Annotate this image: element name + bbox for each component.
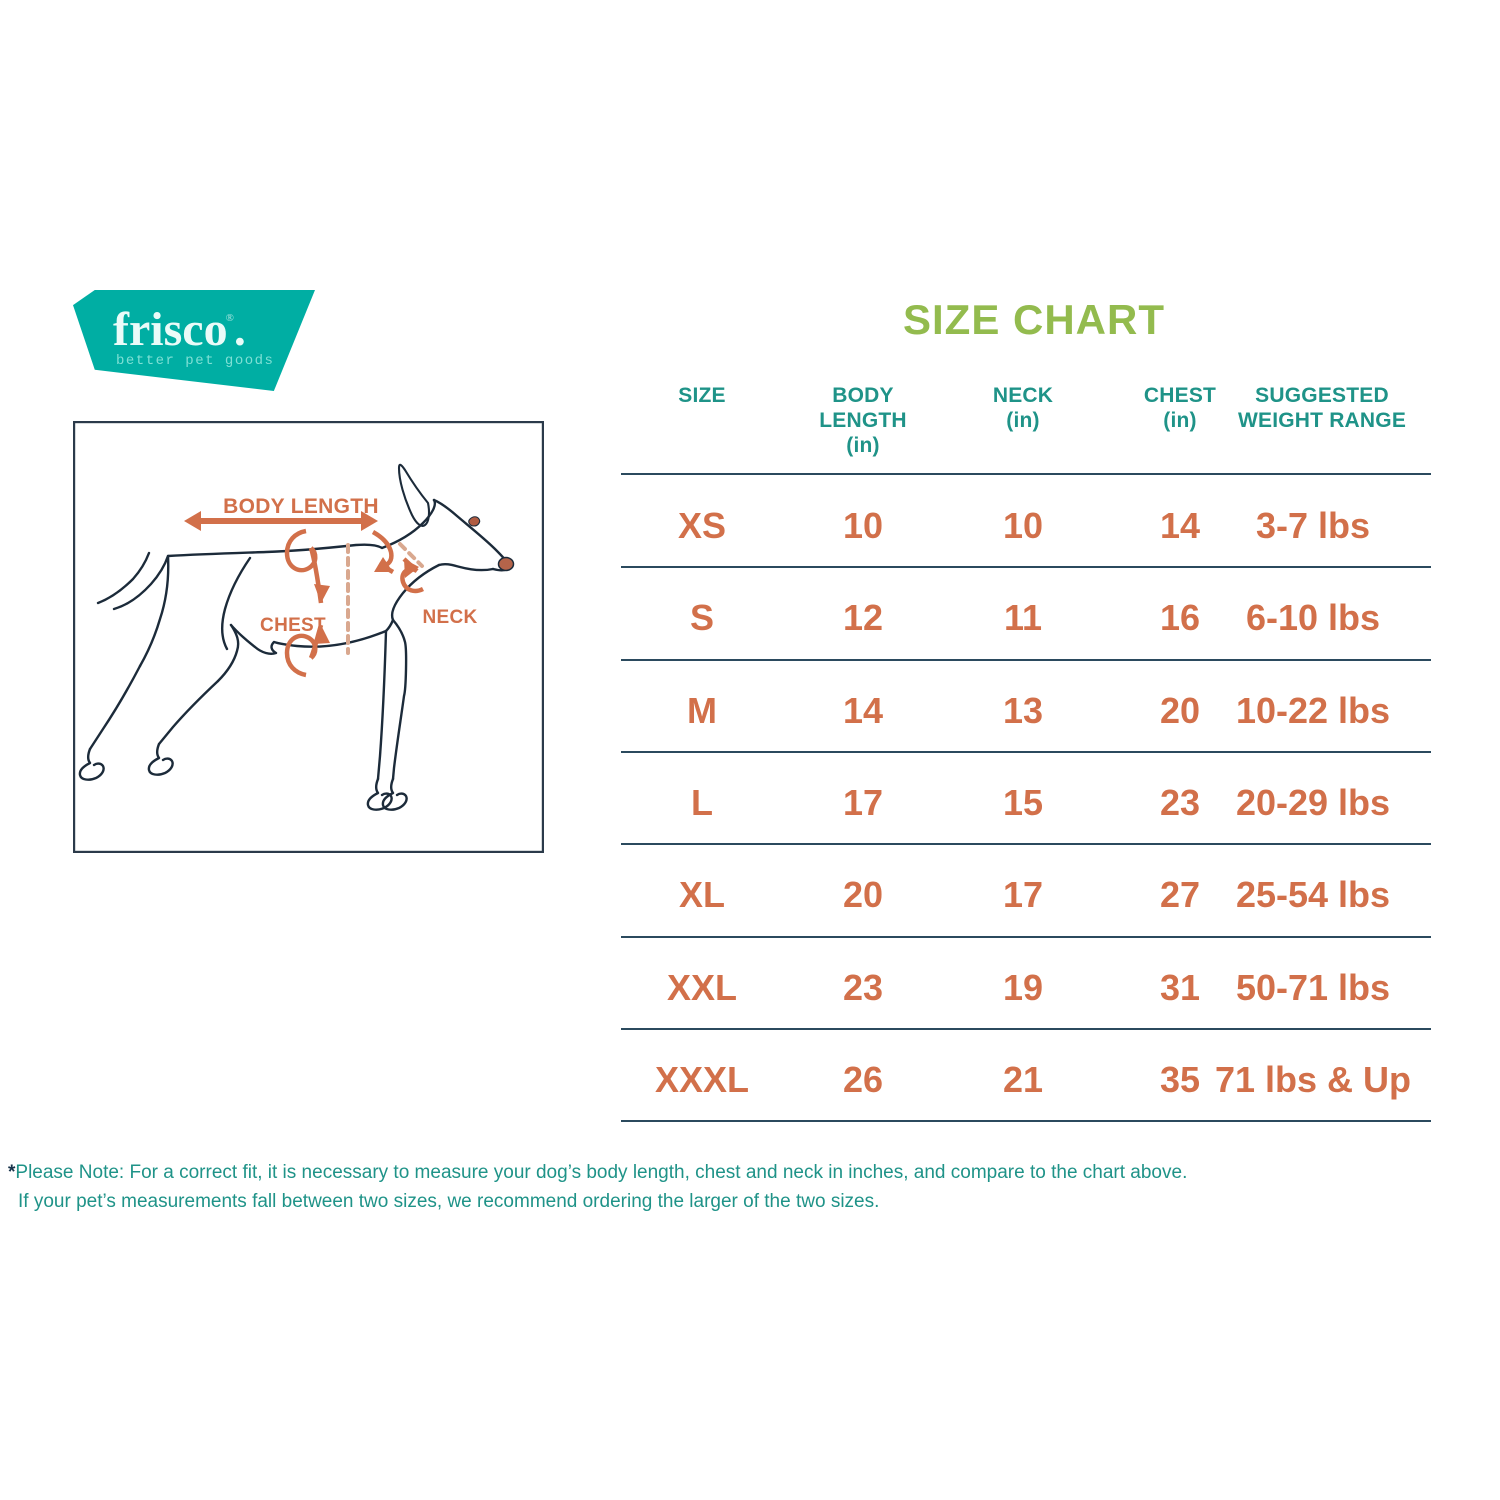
svg-text:CHEST: CHEST [260, 615, 326, 636]
svg-text:BODY LENGTH: BODY LENGTH [223, 495, 379, 518]
svg-text:NECK: NECK [422, 607, 477, 628]
